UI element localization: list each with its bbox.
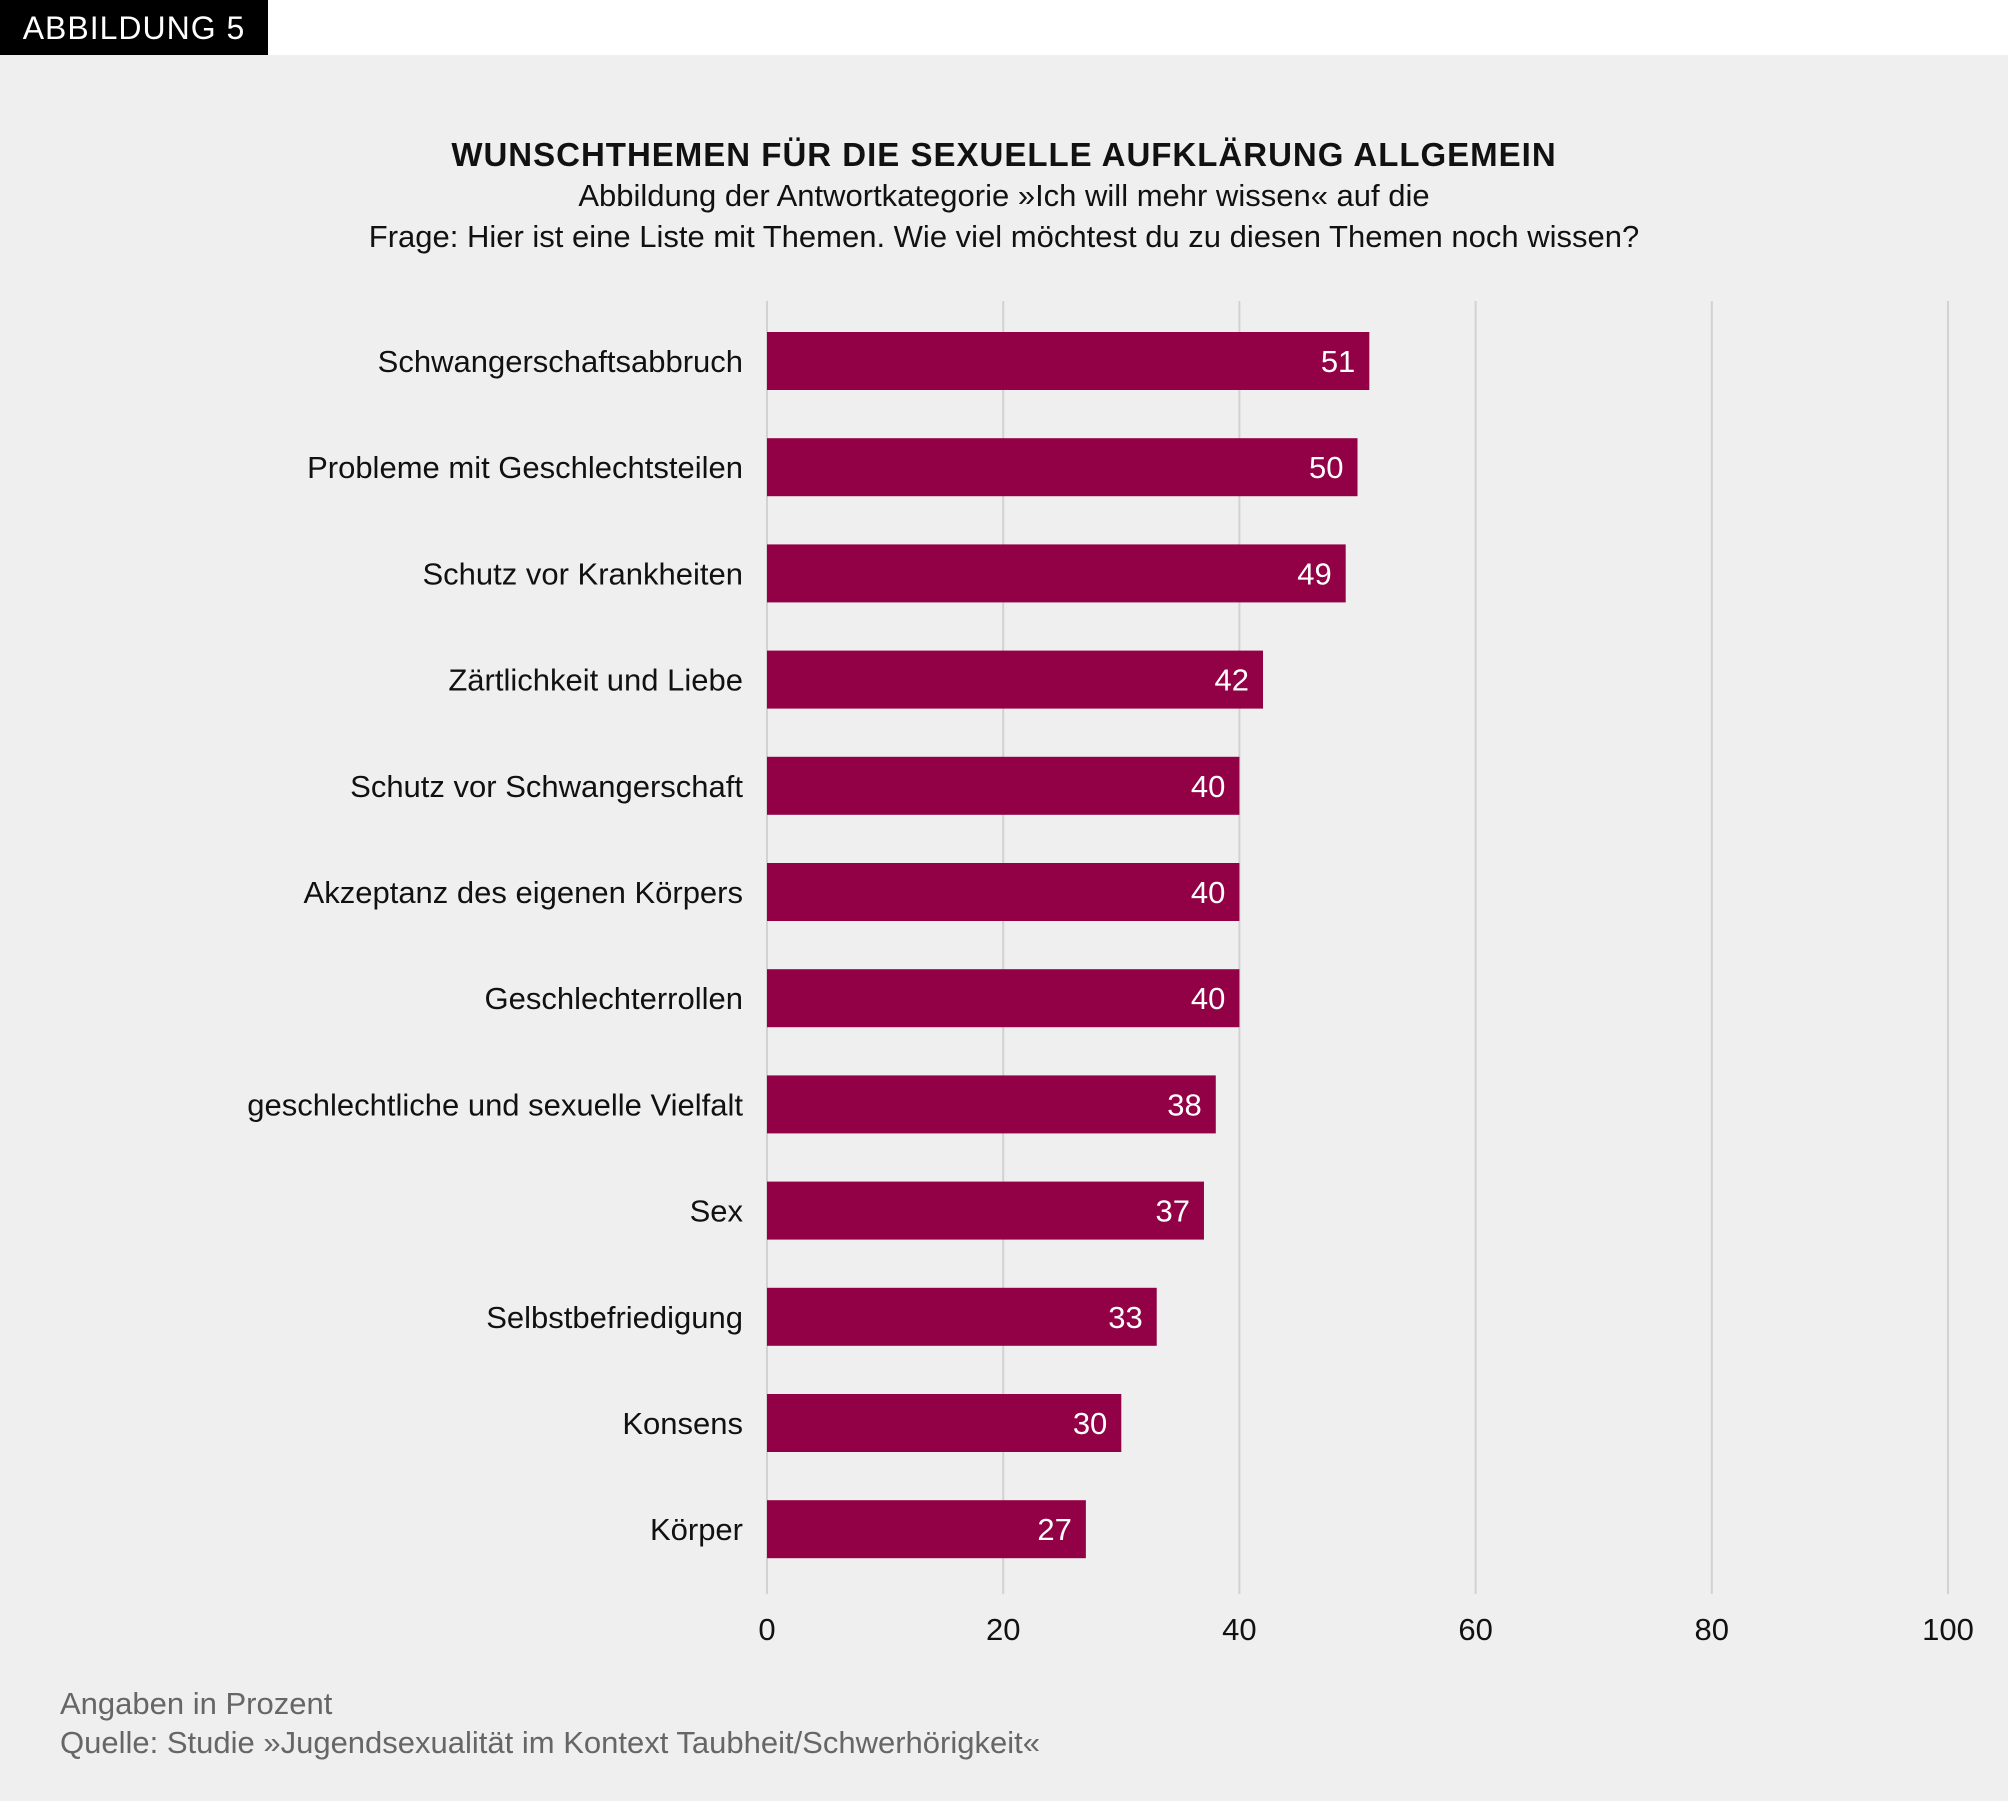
bar — [767, 1394, 1122, 1452]
category-label: Selbstbefriedigung — [486, 1300, 743, 1335]
bar — [767, 1500, 1086, 1559]
bar — [767, 650, 1264, 709]
bar — [767, 332, 1370, 390]
bar — [767, 1075, 1216, 1134]
bar — [767, 756, 1240, 815]
value-label: 40 — [1191, 981, 1225, 1016]
value-label: 30 — [1073, 1406, 1107, 1441]
value-label: 33 — [1108, 1300, 1142, 1335]
value-label: 49 — [1297, 556, 1331, 591]
bar — [767, 1287, 1157, 1346]
x-tick-label: 60 — [1458, 1612, 1492, 1647]
bar — [767, 969, 1240, 1028]
value-label: 27 — [1037, 1512, 1071, 1547]
unit-note: Angaben in Prozent — [60, 1686, 333, 1721]
category-label: Akzeptanz des eigenen Körpers — [304, 875, 743, 910]
bar — [767, 863, 1240, 921]
category-label: Schutz vor Schwangerschaft — [350, 769, 743, 804]
chart-title: WUNSCHTHEMEN FÜR DIE SEXUELLE AUFKLÄRUNG… — [451, 136, 1557, 173]
category-label: Geschlechterrollen — [485, 981, 743, 1016]
value-label: 50 — [1309, 450, 1343, 485]
x-tick-label: 100 — [1922, 1612, 1974, 1647]
source-note: Quelle: Studie »Jugendsexualität im Kont… — [60, 1725, 1040, 1760]
value-label: 40 — [1191, 769, 1225, 804]
bar — [767, 544, 1346, 603]
x-tick-label: 0 — [758, 1612, 775, 1647]
bar — [767, 1181, 1204, 1240]
category-label: Schwangerschaftsabbruch — [378, 344, 743, 379]
category-label: Sex — [690, 1194, 744, 1229]
value-label: 42 — [1215, 663, 1249, 698]
x-tick-label: 40 — [1222, 1612, 1256, 1647]
bar — [767, 438, 1358, 497]
chart-subtitle-1: Abbildung der Antwortkategorie »Ich will… — [578, 178, 1430, 213]
top-strip — [0, 0, 2008, 55]
category-label: Zärtlichkeit und Liebe — [448, 663, 743, 698]
category-label: Konsens — [622, 1406, 743, 1441]
figure-badge: ABBILDUNG 5 — [0, 0, 268, 55]
value-label: 38 — [1167, 1087, 1201, 1122]
category-label: Schutz vor Krankheiten — [422, 556, 743, 591]
category-label: geschlechtliche und sexuelle Vielfalt — [247, 1087, 743, 1122]
x-tick-label: 20 — [986, 1612, 1020, 1647]
category-label: Körper — [650, 1512, 743, 1547]
value-label: 51 — [1321, 344, 1355, 379]
value-label: 40 — [1191, 875, 1225, 910]
chart-subtitle-2: Frage: Hier ist eine Liste mit Themen. W… — [368, 219, 1640, 254]
x-tick-label: 80 — [1695, 1612, 1729, 1647]
category-label: Probleme mit Geschlechtsteilen — [307, 450, 743, 485]
value-label: 37 — [1155, 1194, 1189, 1229]
